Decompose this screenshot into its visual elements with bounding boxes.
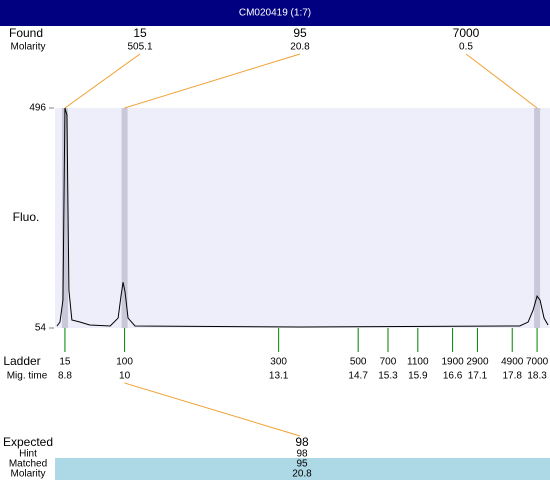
expected-connector [124, 382, 301, 437]
ladder-time: 15.9 [408, 371, 428, 382]
peak-connector [124, 53, 301, 109]
found-size: 7000 [453, 26, 480, 40]
matched-band [55, 458, 550, 480]
peak-connector [64, 53, 141, 109]
ladder-time: 17.1 [468, 371, 488, 382]
found-molarity: 505.1 [127, 42, 152, 53]
expected-value: 98 [296, 449, 308, 460]
ladder-size: 4900 [501, 357, 524, 368]
ladder-time: 18.3 [527, 371, 547, 382]
trace [56, 107, 549, 328]
found-molarity: 0.5 [459, 42, 473, 53]
found-size: 95 [293, 26, 307, 40]
ladder-time: 17.8 [502, 371, 522, 382]
y-tick-label: 54 [35, 323, 47, 334]
peak-band [121, 108, 128, 328]
ladder-size: 700 [380, 357, 397, 368]
ladder-time: 13.1 [269, 371, 289, 382]
ladder-size: 7000 [526, 357, 549, 368]
header-bar [0, 0, 550, 26]
ladder-time: 14.7 [348, 371, 368, 382]
expected-value: 95 [296, 459, 308, 470]
ladder-time: 16.6 [443, 371, 463, 382]
found-molarity: 20.8 [290, 42, 310, 53]
ladder-size: 1100 [407, 357, 429, 368]
peak-band [534, 108, 541, 328]
ladder-time: 8.8 [58, 371, 72, 382]
molarity-label: Molarity [10, 42, 45, 53]
ladder-size: 1900 [441, 357, 464, 368]
expected-value: 98 [295, 435, 309, 449]
found-size: 15 [133, 26, 147, 40]
ladder-time: 15.3 [378, 371, 398, 382]
expected-row-label: Molarity [10, 469, 45, 480]
ladder-size: 15 [59, 357, 71, 368]
mig-time-label: Mig. time [7, 371, 48, 382]
ladder-size: 300 [270, 357, 287, 368]
expected-row-label: Hint [19, 449, 37, 460]
ladder-size: 100 [116, 357, 133, 368]
y-tick-label: 496 [29, 103, 46, 114]
ladder-label: Ladder [3, 354, 40, 368]
expected-row-label: Matched [9, 459, 47, 470]
expected-value: 20.8 [292, 469, 312, 480]
peak-band [61, 108, 68, 328]
ladder-time: 10 [119, 371, 131, 382]
peak-connector [465, 53, 538, 109]
header-title: CM020419 (1:7) [239, 8, 311, 19]
ladder-size: 500 [350, 357, 367, 368]
ladder-size: 2900 [466, 357, 489, 368]
y-axis-label: Fluo. [13, 210, 40, 224]
plot-area [55, 108, 550, 328]
expected-row-label: Expected [3, 435, 53, 449]
found-label: Found [9, 26, 43, 40]
